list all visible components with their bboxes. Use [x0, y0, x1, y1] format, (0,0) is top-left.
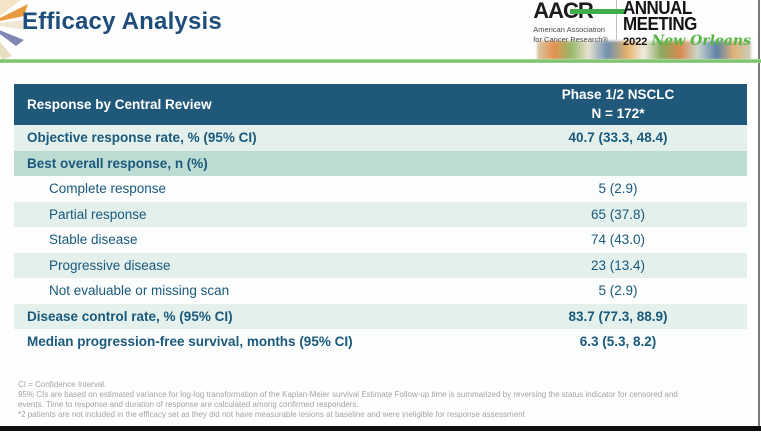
footnote-line: events. Time to response and duration of…: [18, 400, 359, 409]
table-header-row: Response by Central Review Phase 1/2 NSC…: [14, 84, 747, 125]
meeting-year: 2022: [622, 36, 648, 49]
aacr-wordmark: AACR: [533, 0, 594, 23]
table-row: Median progression-free survival, months…: [14, 329, 747, 355]
meeting-line2: MEETING: [622, 13, 697, 34]
starburst-icon: [0, 0, 28, 60]
table-row: Objective response rate, % (95% CI) 40.7…: [14, 125, 747, 151]
bottom-black-bar: [0, 426, 761, 431]
table-header-value: Phase 1/2 NSCLC N = 172*: [561, 87, 675, 121]
aacr-logo: AACR American Association for Cancer Res…: [533, 0, 751, 49]
table-row: Complete response 5 (2.9): [14, 176, 747, 202]
page-title: Efficacy Analysis: [22, 8, 222, 35]
aacr-green-dash-icon: [570, 9, 626, 14]
footnote-line: *2 patients are not included in the effi…: [18, 410, 525, 419]
footnote-line: 95% CIs are based on estimated variance …: [18, 390, 678, 399]
logo-divider: [615, 0, 617, 40]
conference-photo-strip: [537, 41, 751, 60]
right-frame-border: [758, 0, 760, 426]
table-row: Disease control rate, % (95% CI) 83.7 (7…: [14, 303, 747, 329]
table-row: Partial response 65 (37.8): [14, 201, 747, 227]
table-row: Not evaluable or missing scan 5 (2.9): [14, 278, 747, 304]
green-divider: [0, 59, 761, 63]
annual-meeting-block: ANNUAL MEETING 2022 New Orleans: [623, 0, 751, 49]
meeting-city: New Orleans: [651, 33, 751, 50]
footnote-line: CI = Confidence Interval.: [18, 380, 107, 389]
meeting-subline: 2022 New Orleans: [623, 33, 751, 49]
aacr-org-block: AACR American Association for Cancer Res…: [533, 0, 626, 45]
table-row: Best overall response, n (%): [14, 150, 747, 176]
footnotes: CI = Confidence Interval. 95% CIs are ba…: [18, 380, 750, 420]
aacr-tagline: American Association for Cancer Research…: [533, 25, 608, 44]
table-header-label: Response by Central Review: [27, 97, 212, 112]
meeting-line1: ANNUAL: [622, 0, 692, 19]
table-row: Stable disease 74 (43.0): [14, 227, 747, 253]
efficacy-table: Response by Central Review Phase 1/2 NSC…: [14, 84, 747, 355]
table-row: Progressive disease 23 (13.4): [14, 252, 747, 278]
